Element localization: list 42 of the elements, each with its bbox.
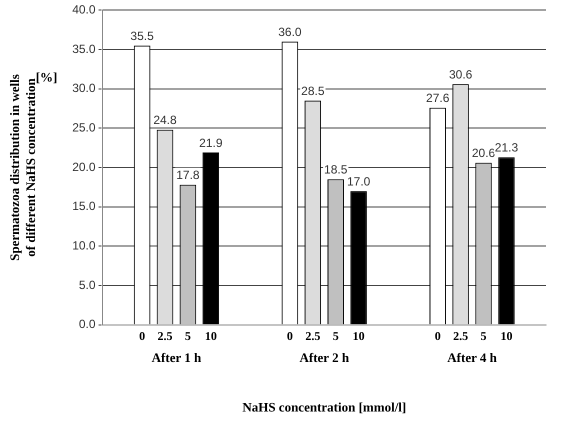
data-label: 21.3 — [494, 140, 518, 155]
data-label: 27.6 — [426, 91, 450, 106]
series-label: 0 — [139, 328, 146, 343]
data-label: 17.8 — [176, 168, 200, 182]
x-tick-label: After 4 h — [447, 350, 498, 365]
y-tick-label: 10.0 — [72, 238, 96, 252]
y-tick-label: 0.0 — [78, 317, 96, 332]
bar — [202, 152, 220, 324]
data-label: 24.8 — [153, 113, 178, 128]
bar — [498, 157, 515, 324]
data-label: 28.5 — [301, 84, 325, 98]
data-label: 17.0 — [346, 174, 371, 188]
text: 0 — [286, 328, 293, 343]
text: 10 — [500, 328, 512, 343]
text: 0 — [434, 328, 441, 343]
text: 10 — [352, 328, 365, 343]
data-label: 35.5 — [130, 28, 154, 43]
y-tick-label: 40.0 — [72, 2, 96, 17]
x-axis-title: NaHS concentration [mmol/l] — [242, 400, 406, 415]
bar — [350, 191, 367, 324]
y-axis-title: Spermatozoa distribution in wells of different NaHS concentration — [7, 74, 38, 261]
y-tick-label: 25.0 — [72, 120, 96, 134]
text: 5 — [480, 328, 487, 343]
y-tick-label: 30.0 — [72, 81, 96, 96]
text: [%] — [36, 70, 58, 85]
data-label: 18.5 — [324, 162, 348, 177]
y-tick-label: 15.0 — [72, 199, 96, 214]
x-tick-label: After 2 h — [299, 350, 350, 365]
series-label: 5 — [184, 328, 191, 343]
data-label: 30.6 — [448, 67, 473, 82]
data-label: 36.0 — [278, 24, 302, 39]
y-tick-label: 5.0 — [78, 278, 96, 292]
data-label: 20.6 — [472, 146, 496, 160]
series-label: 2.5 — [158, 328, 173, 343]
y-tick-label: 35.0 — [72, 42, 96, 56]
data-label: 21.9 — [199, 136, 223, 150]
y-tick-label: 20.0 — [72, 160, 96, 174]
text: 5 — [332, 328, 339, 343]
text: 2.5 — [453, 328, 468, 343]
x-tick-label: After 1 h — [152, 350, 202, 365]
series-label: 10 — [204, 328, 217, 343]
text: 2.5 — [305, 328, 320, 343]
